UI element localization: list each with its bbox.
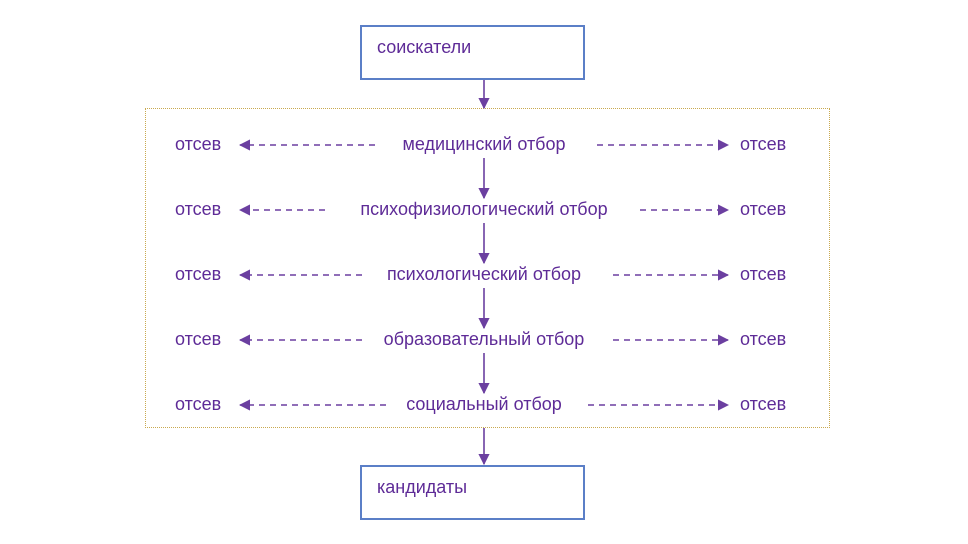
stage-medical: медицинский отбор xyxy=(402,134,565,155)
applicants-box: соискатели xyxy=(360,25,585,80)
dropout-left-4: отсев xyxy=(175,394,221,415)
stage-psychophys: психофизиологический отбор xyxy=(360,199,607,220)
candidates-label: кандидаты xyxy=(377,477,467,497)
dropout-right-0: отсев xyxy=(740,134,786,155)
dropout-left-0: отсев xyxy=(175,134,221,155)
dropout-left-2: отсев xyxy=(175,264,221,285)
candidates-box: кандидаты xyxy=(360,465,585,520)
stage-educational: образовательный отбор xyxy=(384,329,585,350)
dropout-right-3: отсев xyxy=(740,329,786,350)
dropout-right-2: отсев xyxy=(740,264,786,285)
stage-psych: психологический отбор xyxy=(387,264,581,285)
dropout-left-1: отсев xyxy=(175,199,221,220)
dropout-right-1: отсев xyxy=(740,199,786,220)
stage-social: социальный отбор xyxy=(406,394,562,415)
dropout-right-4: отсев xyxy=(740,394,786,415)
dropout-left-3: отсев xyxy=(175,329,221,350)
applicants-label: соискатели xyxy=(377,37,471,57)
